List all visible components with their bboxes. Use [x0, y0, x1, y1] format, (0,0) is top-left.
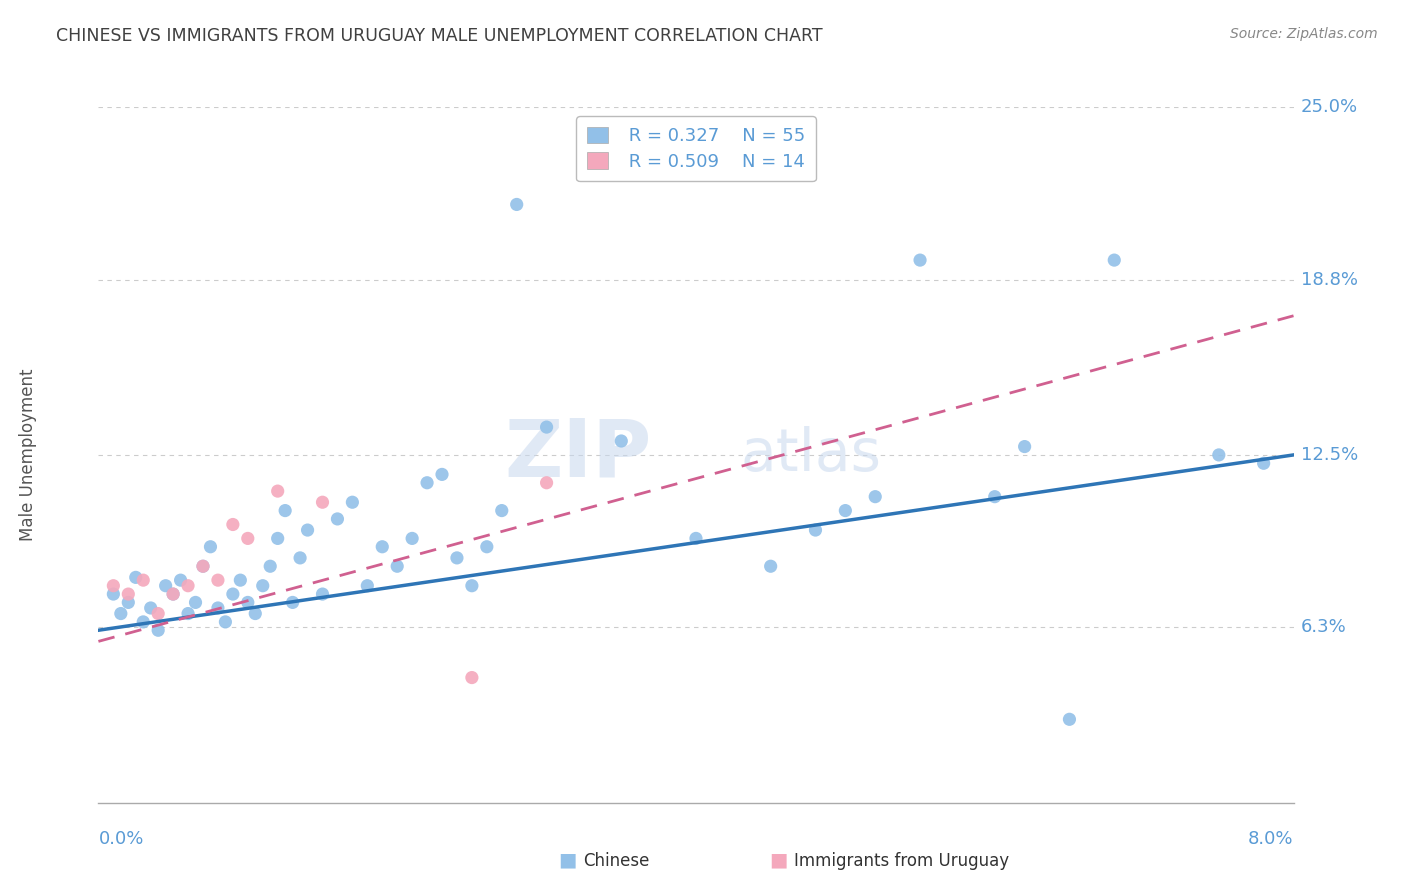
Point: [125, 570, 148, 584]
Text: ZIP: ZIP: [503, 416, 651, 494]
Point: [162, 587, 184, 601]
Point: [863, 490, 886, 504]
Point: [132, 615, 155, 629]
Text: Source: ZipAtlas.com: Source: ZipAtlas.com: [1230, 27, 1378, 41]
Point: [430, 467, 453, 482]
Point: [236, 532, 259, 546]
Point: [1102, 253, 1125, 268]
Point: [1253, 456, 1275, 470]
Point: [252, 579, 274, 593]
Point: [416, 475, 439, 490]
Point: [401, 532, 423, 546]
Text: 8.0%: 8.0%: [1249, 830, 1294, 847]
Text: Chinese: Chinese: [583, 852, 650, 870]
Point: [685, 532, 707, 546]
Point: [834, 503, 856, 517]
Point: [1014, 440, 1036, 454]
Point: [236, 595, 259, 609]
Point: [117, 595, 139, 609]
Point: [311, 495, 333, 509]
Point: [491, 503, 513, 517]
Point: [169, 573, 191, 587]
Point: [132, 573, 155, 587]
Text: 25.0%: 25.0%: [1301, 98, 1358, 116]
Text: 12.5%: 12.5%: [1301, 446, 1358, 464]
Point: [148, 624, 170, 638]
Text: Immigrants from Uruguay: Immigrants from Uruguay: [794, 852, 1010, 870]
Point: [184, 595, 207, 609]
Point: [267, 532, 290, 546]
Point: [267, 484, 290, 499]
Point: [200, 540, 222, 554]
Point: [177, 579, 200, 593]
Point: [103, 587, 125, 601]
Point: [222, 517, 245, 532]
Point: [117, 587, 139, 601]
Text: 6.3%: 6.3%: [1301, 618, 1347, 637]
Point: [297, 523, 319, 537]
Point: [155, 579, 177, 593]
Point: [356, 579, 378, 593]
Point: [162, 587, 184, 601]
Point: [461, 579, 484, 593]
Point: [536, 420, 558, 434]
Text: Male Unemployment: Male Unemployment: [20, 368, 37, 541]
Point: [475, 540, 498, 554]
Point: [1059, 712, 1081, 726]
Point: [759, 559, 782, 574]
Point: [139, 601, 162, 615]
Point: [110, 607, 132, 621]
Point: [245, 607, 267, 621]
Point: [804, 523, 827, 537]
Point: [385, 559, 409, 574]
Point: [148, 607, 170, 621]
Text: CHINESE VS IMMIGRANTS FROM URUGUAY MALE UNEMPLOYMENT CORRELATION CHART: CHINESE VS IMMIGRANTS FROM URUGUAY MALE …: [56, 27, 823, 45]
Point: [259, 559, 281, 574]
Point: [207, 573, 229, 587]
Point: [177, 607, 200, 621]
Point: [461, 671, 484, 685]
Point: [371, 540, 394, 554]
Point: [536, 475, 558, 490]
Text: atlas: atlas: [741, 426, 882, 483]
Point: [311, 587, 333, 601]
Point: [191, 559, 214, 574]
Point: [342, 495, 364, 509]
Legend:  R = 0.327    N = 55,  R = 0.509    N = 14: R = 0.327 N = 55, R = 0.509 N = 14: [576, 116, 815, 181]
Point: [229, 573, 252, 587]
Point: [446, 550, 468, 565]
Point: [908, 253, 931, 268]
Point: [288, 550, 311, 565]
Text: ■: ■: [769, 851, 787, 870]
Point: [274, 503, 297, 517]
Text: 0.0%: 0.0%: [98, 830, 143, 847]
Point: [191, 559, 214, 574]
Point: [326, 512, 349, 526]
Point: [222, 587, 245, 601]
Text: ■: ■: [558, 851, 576, 870]
Point: [610, 434, 633, 448]
Point: [214, 615, 236, 629]
Point: [281, 595, 304, 609]
Point: [207, 601, 229, 615]
Point: [506, 197, 529, 211]
Text: 18.8%: 18.8%: [1301, 270, 1358, 289]
Point: [103, 579, 125, 593]
Point: [983, 490, 1005, 504]
Point: [1208, 448, 1230, 462]
